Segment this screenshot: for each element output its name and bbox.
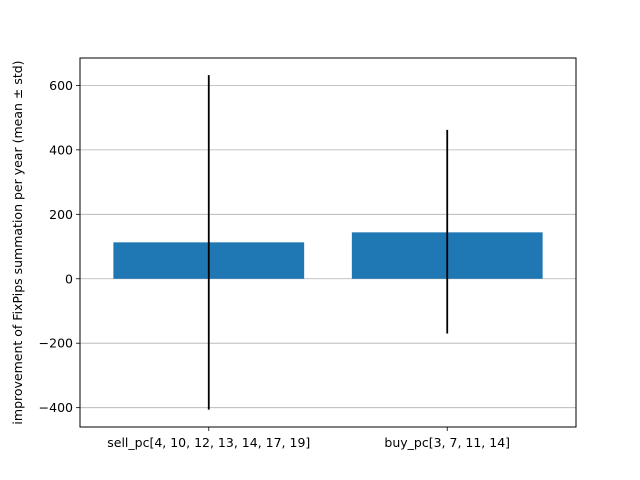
y-axis: −400 −200 0 200 400 600	[39, 78, 80, 415]
x-tick-label: sell_pc[4, 10, 12, 13, 14, 17, 19]	[107, 435, 310, 450]
y-tick-label: 400	[49, 142, 73, 157]
y-axis-label: improvement of FixPips summation per yea…	[10, 60, 25, 424]
y-tick-label: 0	[65, 271, 73, 286]
y-tick-label: 200	[49, 207, 73, 222]
x-axis: sell_pc[4, 10, 12, 13, 14, 17, 19] buy_pc…	[107, 427, 510, 450]
y-tick-label: −200	[39, 336, 73, 351]
y-tick-label: −400	[39, 400, 73, 415]
bars	[113, 232, 543, 279]
x-tick-label: buy_pc[3, 7, 11, 14]	[384, 435, 510, 450]
y-tick-label: 600	[49, 78, 73, 93]
plot-frame	[79, 57, 577, 428]
error-bars	[207, 75, 449, 410]
